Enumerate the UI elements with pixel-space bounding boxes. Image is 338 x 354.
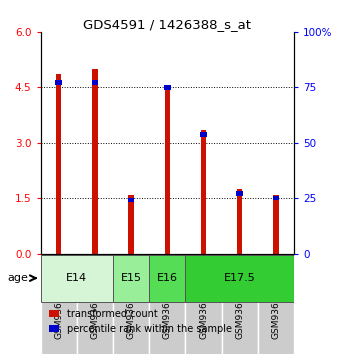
Bar [200,132,207,137]
FancyBboxPatch shape [113,255,149,302]
Bar [164,85,171,90]
Text: E17.5: E17.5 [224,273,256,283]
Bar [201,130,206,254]
Bar [55,80,62,85]
FancyBboxPatch shape [186,255,294,302]
Legend: transformed count, percentile rank within the sample: transformed count, percentile rank withi… [45,305,236,338]
FancyBboxPatch shape [41,255,113,302]
Text: age: age [7,273,28,283]
Bar [128,195,134,254]
Bar [273,196,279,200]
Bar [165,87,170,254]
Bar [92,69,98,254]
Bar [273,195,279,254]
Bar [56,74,62,254]
Bar [128,198,134,202]
FancyBboxPatch shape [149,255,186,302]
Bar [237,189,242,254]
Text: E15: E15 [121,273,142,283]
Bar [237,191,243,196]
Bar [92,80,98,85]
Title: GDS4591 / 1426388_s_at: GDS4591 / 1426388_s_at [83,18,251,31]
Text: E14: E14 [66,273,87,283]
Text: E16: E16 [157,273,178,283]
